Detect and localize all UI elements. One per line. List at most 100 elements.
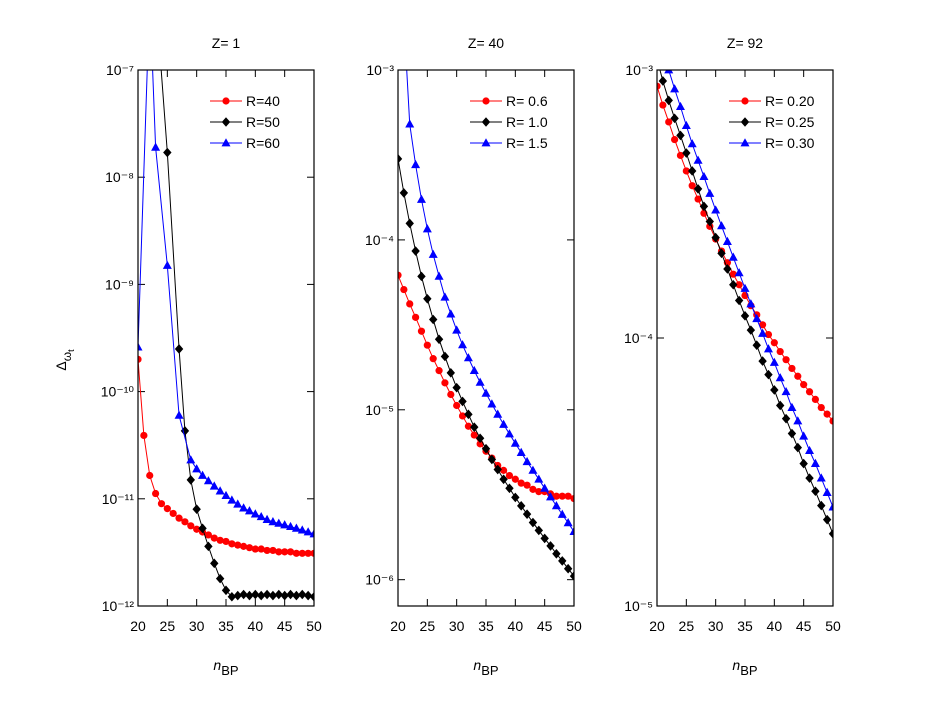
marker-triangle [198, 470, 208, 479]
y-tick-label: 10⁻⁸ [105, 169, 134, 185]
marker-diamond [239, 589, 248, 600]
x-tick-label: 40 [248, 618, 264, 634]
marker-diamond [215, 573, 225, 584]
marker-circle [665, 118, 673, 126]
marker-triangle [303, 527, 313, 536]
marker-diamond [699, 201, 709, 212]
series-line [398, 158, 574, 577]
x-tick-label: 25 [679, 618, 695, 634]
marker-circle [741, 97, 749, 105]
marker-circle [817, 403, 825, 412]
marker-circle [764, 330, 773, 339]
marker-diamond [475, 433, 485, 444]
marker-triangle [740, 283, 750, 292]
legend: R=40 R=50 R=60 [210, 93, 280, 151]
marker-circle [482, 97, 490, 105]
marker-circle [412, 313, 420, 321]
marker-triangle [138, 342, 143, 351]
marker-circle [222, 97, 230, 105]
marker-diamond [528, 517, 538, 528]
marker-triangle [675, 101, 685, 111]
x-tick-label: 50 [825, 618, 841, 634]
marker-circle [657, 82, 661, 90]
x-label-main: n [213, 657, 221, 673]
marker-diamond [429, 314, 438, 325]
marker-circle [671, 135, 679, 144]
marker-triangle [440, 292, 450, 301]
marker-diamond [487, 454, 497, 465]
marker-circle [175, 514, 183, 522]
marker-triangle [810, 458, 820, 467]
x-label-sub: BP [481, 663, 498, 678]
marker-triangle [499, 419, 509, 428]
legend-label: R= 0.20 [765, 93, 815, 109]
marker-diamond [163, 147, 172, 158]
marker-diamond [303, 590, 313, 601]
legend-label: R= 0.25 [765, 114, 815, 130]
y-label-subsub: t [66, 349, 76, 352]
marker-triangle [734, 268, 744, 277]
x-tick-label: 30 [708, 618, 724, 634]
marker-triangle [215, 486, 225, 495]
marker-triangle [658, 44, 667, 52]
legend-label: R= 0.6 [506, 93, 548, 109]
marker-triangle [416, 194, 426, 203]
marker-diamond [204, 541, 213, 552]
x-tick-label: 35 [478, 618, 494, 634]
marker-circle [234, 541, 242, 549]
marker-circle [511, 475, 519, 483]
series-line [398, 274, 574, 500]
y-tick-label: 10⁻⁹ [105, 276, 134, 292]
marker-diamond [280, 590, 289, 601]
marker-diamond [517, 501, 526, 511]
marker-triangle [699, 171, 709, 181]
marker-diamond [711, 232, 720, 243]
marker-diamond [411, 246, 420, 256]
marker-circle [441, 379, 449, 387]
x-tick-label: 20 [130, 618, 146, 634]
x-label-main: n [732, 657, 740, 673]
marker-circle [304, 549, 312, 557]
plot-area [138, 70, 314, 602]
marker-diamond [458, 396, 467, 407]
marker-circle [759, 321, 767, 329]
marker-circle [500, 466, 508, 474]
marker-triangle [746, 299, 756, 308]
marker-circle [811, 395, 820, 404]
marker-circle [458, 412, 467, 420]
legend: R= 0.20 R= 0.25 R= 0.30 [729, 93, 815, 151]
marker-diamond [398, 154, 403, 164]
marker-circle [505, 471, 514, 480]
legend-label: R= 1.5 [506, 135, 548, 151]
marker-circle [157, 500, 166, 508]
x-tick-label: 50 [306, 618, 322, 634]
x-tick-label: 20 [390, 618, 406, 634]
marker-diamond [423, 294, 432, 304]
marker-diamond [676, 130, 685, 141]
marker-triangle [475, 377, 485, 386]
legend-label: R= 0.30 [765, 135, 815, 151]
x-tick-label: 45 [796, 618, 812, 634]
marker-triangle [162, 260, 172, 269]
marker-diamond [693, 184, 703, 194]
marker-circle [564, 492, 572, 500]
marker-circle [181, 518, 189, 526]
marker-diamond [174, 344, 184, 354]
marker-triangle [534, 474, 544, 483]
marker-circle [800, 381, 808, 389]
axes-frame [656, 69, 834, 607]
marker-triangle [446, 309, 456, 318]
marker-diamond [522, 509, 532, 519]
y-axis-label: Δωt [53, 349, 76, 371]
marker-triangle [422, 224, 432, 233]
marker-circle [210, 534, 218, 542]
marker-triangle [740, 138, 750, 147]
marker-triangle [481, 138, 491, 147]
marker-diamond [493, 464, 502, 475]
marker-circle [240, 542, 248, 550]
x-label-sub: BP [740, 663, 757, 678]
marker-diamond [558, 556, 567, 566]
marker-triangle [399, 14, 408, 22]
y-label-sub: ω [60, 352, 74, 361]
x-tick-label: 25 [420, 618, 436, 634]
